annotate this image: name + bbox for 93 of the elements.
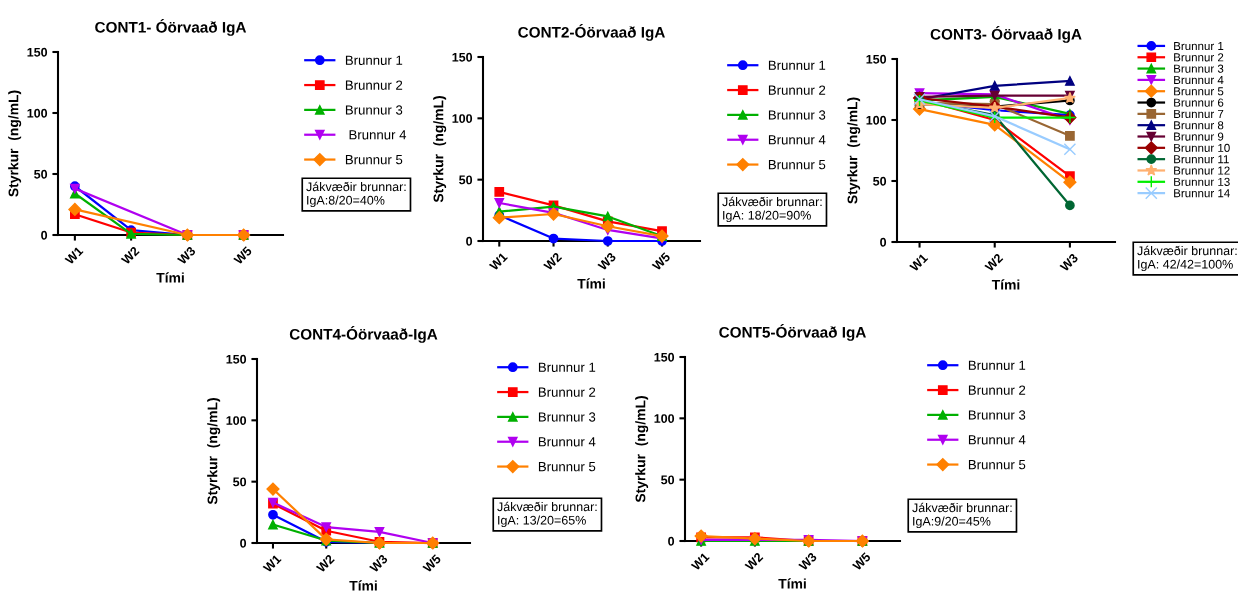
x-tick-label: W5 [422, 553, 442, 574]
legend-label: Brunnur 4 [968, 435, 1026, 445]
y-tick-label: 150 [654, 352, 675, 362]
x-tick-label: W2 [315, 554, 335, 574]
x-axis-title: Tími [778, 578, 806, 589]
x-tick-label: W5 [851, 551, 872, 572]
legend-label: Brunnur 13 [1174, 177, 1230, 186]
x-axis-title: Tími [577, 278, 605, 289]
x-tick-label: W5 [651, 251, 671, 272]
y-axis-title: Styrkur (ng/mL) [433, 96, 447, 203]
x-tick-label: W3 [1059, 252, 1079, 273]
legend-label: Brunnur 1 [538, 362, 596, 372]
y-axis-title: Styrkur (ng/mL) [207, 398, 221, 505]
x-tick-label: W3 [798, 551, 818, 572]
x-tick-label: W3 [597, 251, 617, 272]
legend-label: Brunnur 2 [538, 387, 596, 397]
x-axis-title: Tími [156, 272, 184, 283]
y-tick-label: 150 [452, 52, 473, 62]
legend-label: Brunnur 5 [345, 155, 403, 165]
legend-label: Brunnur 2 [768, 85, 826, 95]
y-tick-label: 100 [452, 114, 473, 123]
x-tick-label: W2 [984, 253, 1004, 273]
y-axis-title: Styrkur (ng/mL) [847, 97, 861, 204]
y-axis-title: Styrkur (ng/mL) [8, 90, 22, 197]
legend-label: Brunnur 9 [1174, 132, 1224, 141]
x-tick-label: W3 [176, 245, 197, 266]
legend-label: Brunnur 4 [538, 437, 596, 447]
legend-label: Brunnur 4 [349, 130, 407, 140]
legend-label: Brunnur 3 [345, 105, 403, 115]
y-tick-label: 150 [226, 354, 247, 364]
legend-label: Brunnur 2 [1174, 53, 1224, 62]
y-tick-label: 100 [226, 416, 247, 425]
x-tick-label: W3 [368, 553, 389, 574]
x-tick-label: W1 [909, 252, 929, 273]
legend-label: Brunnur 12 [1174, 166, 1230, 175]
x-tick-label: W2 [744, 552, 764, 572]
legend-label: Brunnur 1 [345, 55, 403, 65]
legend-label: Brunnur 5 [968, 460, 1026, 470]
legend-label: Brunnur 11 [1174, 155, 1229, 164]
legend-label: Brunnur 10 [1174, 143, 1230, 152]
text: Jákvæðir brunnar: IgA: 42/42=100% [1137, 245, 1237, 272]
x-axis-title: Tími [349, 580, 377, 591]
legend-label: Brunnur 5 [538, 462, 596, 472]
y-tick-label: 0 [41, 230, 48, 240]
x-axis-title: Tími [991, 279, 1020, 290]
x-tick-label: W1 [64, 245, 84, 266]
y-tick-label: 100 [654, 414, 675, 423]
text: Jákvæðir brunnar: IgA:9/20=45% [912, 502, 1012, 529]
x-tick-label: W1 [690, 551, 710, 572]
x-tick-label: W2 [120, 246, 140, 266]
y-tick-label: 50 [34, 169, 48, 179]
text: Jákvæðir brunnar: IgA: 13/20=65% [497, 501, 597, 528]
legend-label: Brunnur 2 [345, 80, 403, 90]
legend-label: Brunnur 8 [1174, 121, 1224, 130]
chart-title: CONT1- Óörvaað IgA [95, 19, 247, 36]
legend-label: Brunnur 3 [768, 110, 826, 120]
legend-label: Brunnur 7 [1174, 109, 1224, 119]
text: Jákvæðir brunnar: IgA:8/20=40% [306, 181, 406, 208]
y-tick-label: 100 [866, 115, 887, 125]
y-tick-label: 0 [466, 236, 473, 246]
chart-title: CONT2-Óörvaað IgA [518, 24, 665, 41]
legend-label: Brunnur 3 [1174, 64, 1224, 73]
chart-title: CONT3- Óörvaað IgA [930, 26, 1082, 43]
chart-title: CONT5-Óörvaað IgA [719, 324, 866, 341]
y-tick-label: 0 [240, 538, 247, 548]
x-tick-label: W1 [262, 553, 282, 574]
legend-label: Brunnur 14 [1174, 189, 1230, 198]
y-axis-title: Styrkur (ng/mL) [635, 396, 649, 503]
legend-label: Brunnur 5 [768, 160, 826, 170]
legend-label: Brunnur 1 [768, 60, 826, 70]
y-tick-label: 50 [873, 176, 887, 186]
chart-title: CONT4-Óörvaað-IgA [289, 326, 438, 343]
y-tick-label: 50 [233, 477, 247, 487]
legend-label: Brunnur 4 [1174, 76, 1224, 85]
legend-label: Brunnur 3 [538, 412, 596, 422]
x-tick-label: W5 [233, 245, 253, 266]
x-tick-label: W1 [488, 251, 508, 272]
y-tick-label: 50 [459, 175, 473, 185]
text: Jákvæðir brunnar: IgA: 18/20=90% [722, 196, 822, 223]
y-tick-label: 50 [661, 475, 675, 485]
legend-label: Brunnur 5 [1174, 87, 1224, 96]
legend-label: Brunnur 6 [1174, 98, 1224, 107]
y-tick-label: 150 [27, 47, 48, 57]
legend-label: Brunnur 1 [968, 360, 1026, 370]
legend-label: Brunnur 2 [968, 385, 1026, 395]
legend-label: Brunnur 3 [968, 410, 1026, 420]
y-tick-label: 0 [668, 536, 675, 546]
y-tick-label: 100 [27, 108, 48, 118]
legend-label: Brunnur 4 [768, 135, 826, 145]
legend-label: Brunnur 1 [1174, 42, 1224, 51]
y-tick-label: 0 [880, 237, 887, 247]
x-tick-label: W2 [543, 252, 563, 272]
y-tick-label: 150 [866, 54, 887, 64]
